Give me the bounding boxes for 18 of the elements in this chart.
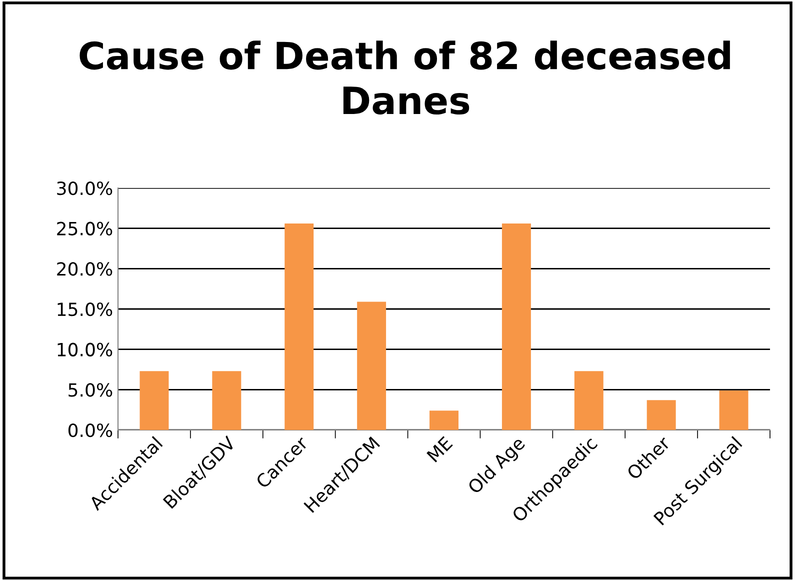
x-tick-label: ME: [426, 436, 453, 462]
y-tick-label: 0.0%: [68, 423, 112, 438]
bar: [430, 410, 458, 430]
bar: [284, 223, 314, 430]
bar: [357, 302, 386, 430]
bar: [502, 223, 531, 430]
chart-title: Cause of Death of 82 deceased Danes: [80, 40, 730, 115]
y-tick-label: 5.0%: [68, 383, 112, 397]
y-tick-label: 10.0%: [58, 342, 112, 356]
y-tick-label: 25.0%: [57, 222, 112, 236]
bar: [646, 400, 676, 430]
y-tick-label: 20.0%: [57, 262, 112, 276]
y-tick-label: 30.0%: [57, 181, 112, 196]
y-tick-label: 15.0%: [58, 302, 112, 316]
bar: [574, 371, 604, 430]
bar: [719, 390, 748, 430]
bar: [140, 371, 169, 430]
bar: [212, 371, 242, 430]
